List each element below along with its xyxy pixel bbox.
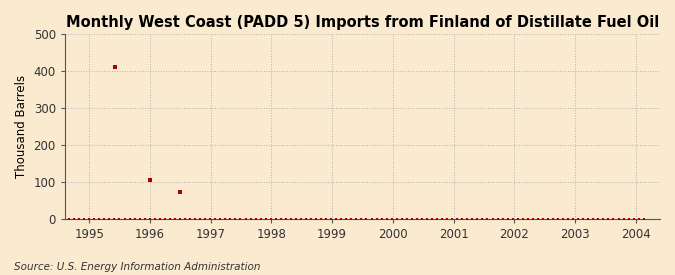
Y-axis label: Thousand Barrels: Thousand Barrels [15, 75, 28, 178]
Title: Monthly West Coast (PADD 5) Imports from Finland of Distillate Fuel Oil: Monthly West Coast (PADD 5) Imports from… [65, 15, 659, 30]
Text: Source: U.S. Energy Information Administration: Source: U.S. Energy Information Administ… [14, 262, 260, 272]
